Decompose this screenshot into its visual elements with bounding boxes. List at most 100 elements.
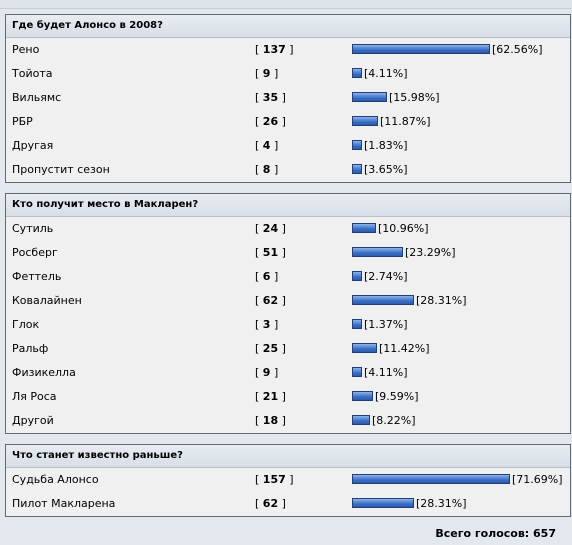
vote-count-value: 62 xyxy=(262,497,279,510)
poll-block: Что станет известно раньше? Судьба Алонсо… xyxy=(5,444,571,517)
percent-label: [4.11%] xyxy=(364,366,408,379)
vote-count: [ 3 ] xyxy=(255,318,279,331)
poll-option-row: Ральф [ 25 ] [11.42%] xyxy=(6,337,570,361)
percent-value: 4.11% xyxy=(368,67,404,80)
vote-count-value: 8 xyxy=(262,163,271,176)
option-label: Феттель xyxy=(12,270,62,283)
vote-count: [ 26 ] xyxy=(255,115,286,128)
result-bar xyxy=(352,223,376,233)
poll-option-row: Сутиль [ 24 ] [10.96%] xyxy=(6,217,570,241)
vote-count: [ 4 ] xyxy=(255,139,279,152)
percent-label: [3.65%] xyxy=(364,163,408,176)
poll-option-row: РБР [ 26 ] [11.87%] xyxy=(6,110,570,134)
percent-value: 62.56% xyxy=(496,43,539,56)
percent-label: [1.83%] xyxy=(364,139,408,152)
vote-count-value: 3 xyxy=(262,318,271,331)
poll-option-row: Ля Роса [ 21 ] [9.59%] xyxy=(6,385,570,409)
vote-count: [ 9 ] xyxy=(255,366,279,379)
vote-count-value: 24 xyxy=(262,222,279,235)
result-bar xyxy=(352,319,362,329)
result-bar xyxy=(352,247,403,257)
percent-value: 1.83% xyxy=(368,139,404,152)
vote-count: [ 18 ] xyxy=(255,414,286,427)
option-label: Другой xyxy=(12,414,54,427)
result-bar xyxy=(352,44,490,54)
vote-count: [ 9 ] xyxy=(255,67,279,80)
percent-value: 11.87% xyxy=(384,115,427,128)
option-label: Росберг xyxy=(12,246,58,259)
poll-option-row: Физикелла [ 9 ] [4.11%] xyxy=(6,361,570,385)
option-label: Рено xyxy=(12,43,40,56)
vote-count-value: 51 xyxy=(262,246,279,259)
result-bar xyxy=(352,271,362,281)
vote-count: [ 25 ] xyxy=(255,342,286,355)
option-label: Ковалайнен xyxy=(12,294,82,307)
vote-count-value: 26 xyxy=(262,115,279,128)
vote-count: [ 62 ] xyxy=(255,294,286,307)
poll-block: Где будет Алонсо в 2008? Рено [ 137 ] [62.5… xyxy=(5,14,571,183)
option-label: Глок xyxy=(12,318,40,331)
percent-value: 1.37% xyxy=(368,318,404,331)
percent-label: [15.98%] xyxy=(389,91,440,104)
poll-option-row: Ковалайнен [ 62 ] [28.31%] xyxy=(6,289,570,313)
vote-count-value: 18 xyxy=(262,414,279,427)
percent-label: [11.87%] xyxy=(380,115,431,128)
option-label: Пропустит сезон xyxy=(12,163,110,176)
vote-count-value: 4 xyxy=(262,139,271,152)
percent-label: [11.42%] xyxy=(379,342,430,355)
option-label: Ральф xyxy=(12,342,49,355)
vote-count-value: 9 xyxy=(262,67,271,80)
option-label: Тойота xyxy=(12,67,53,80)
percent-label: [23.29%] xyxy=(405,246,456,259)
percent-label: [8.22%] xyxy=(372,414,416,427)
poll-block: Кто получит место в Макларен? Сутиль [ 24 … xyxy=(5,193,571,434)
poll-question: Где будет Алонсо в 2008? xyxy=(6,15,570,38)
poll-option-row: Другой [ 18 ] [8.22%] xyxy=(6,409,570,433)
vote-count: [ 157 ] xyxy=(255,473,294,486)
option-label: Вильямс xyxy=(12,91,62,104)
percent-value: 28.31% xyxy=(420,294,463,307)
result-bar xyxy=(352,92,387,102)
poll-question: Кто получит место в Макларен? xyxy=(6,194,570,217)
percent-label: [71.69%] xyxy=(512,473,563,486)
vote-count-value: 6 xyxy=(262,270,271,283)
result-bar xyxy=(352,415,370,425)
percent-value: 71.69% xyxy=(516,473,559,486)
vote-count-value: 21 xyxy=(262,390,279,403)
result-bar xyxy=(352,367,362,377)
vote-count: [ 35 ] xyxy=(255,91,286,104)
percent-value: 28.31% xyxy=(420,497,463,510)
vote-count: [ 21 ] xyxy=(255,390,286,403)
vote-count: [ 8 ] xyxy=(255,163,279,176)
percent-label: [4.11%] xyxy=(364,67,408,80)
poll-option-row: Другая [ 4 ] [1.83%] xyxy=(6,134,570,158)
top-strip xyxy=(0,0,572,9)
result-bar xyxy=(352,116,378,126)
option-label: Сутиль xyxy=(12,222,54,235)
result-bar xyxy=(352,343,377,353)
result-bar xyxy=(352,391,373,401)
percent-value: 9.59% xyxy=(379,390,415,403)
vote-count: [ 51 ] xyxy=(255,246,286,259)
option-label: Судьба Алонсо xyxy=(12,473,99,486)
poll-option-row: Пропустит сезон [ 8 ] [3.65%] xyxy=(6,158,570,182)
result-bar xyxy=(352,498,414,508)
percent-value: 2.74% xyxy=(368,270,404,283)
option-label: РБР xyxy=(12,115,33,128)
result-bar xyxy=(352,68,362,78)
option-label: Физикелла xyxy=(12,366,76,379)
option-label: Другая xyxy=(12,139,54,152)
percent-label: [28.31%] xyxy=(416,497,467,510)
vote-count-value: 157 xyxy=(262,473,286,486)
poll-question: Что станет известно раньше? xyxy=(6,445,570,468)
poll-option-row: Пилот Макларена [ 62 ] [28.31%] xyxy=(6,492,570,516)
percent-label: [10.96%] xyxy=(378,222,429,235)
poll-option-row: Глок [ 3 ] [1.37%] xyxy=(6,313,570,337)
option-label: Пилот Макларена xyxy=(12,497,116,510)
percent-label: [1.37%] xyxy=(364,318,408,331)
percent-value: 3.65% xyxy=(368,163,404,176)
percent-label: [28.31%] xyxy=(416,294,467,307)
vote-count-value: 137 xyxy=(262,43,286,56)
total-votes: Всего голосов: 657 xyxy=(435,527,556,540)
vote-count: [ 62 ] xyxy=(255,497,286,510)
